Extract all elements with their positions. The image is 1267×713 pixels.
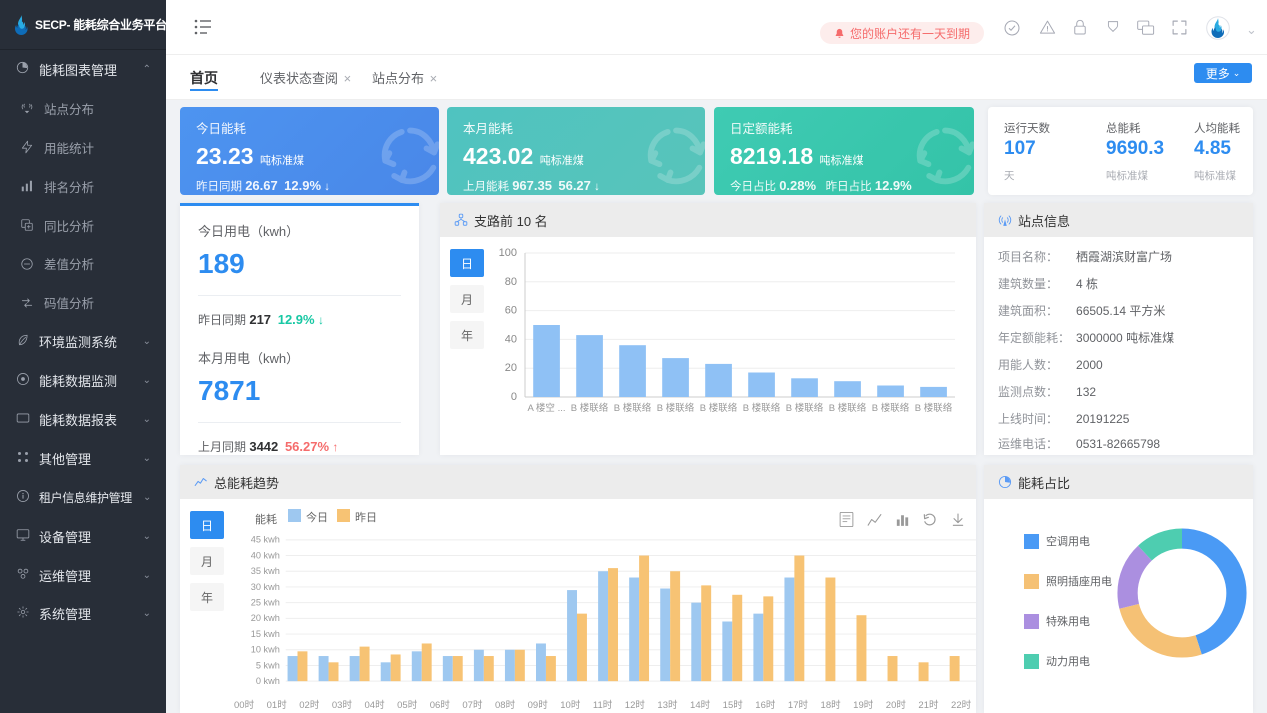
svg-text:30 kwh: 30 kwh [251, 582, 280, 592]
svg-text:40: 40 [505, 333, 517, 345]
svg-text:25 kwh: 25 kwh [251, 598, 280, 608]
svg-text:100: 100 [499, 247, 517, 259]
svg-text:0 kwh: 0 kwh [256, 676, 280, 686]
svg-text:B 楼联络: B 楼联络 [657, 402, 695, 414]
svg-text:0: 0 [511, 391, 517, 403]
svg-text:B 楼联络: B 楼联络 [829, 402, 867, 414]
svg-text:15 kwh: 15 kwh [251, 629, 280, 639]
svg-text:A 楼空 ...: A 楼空 ... [527, 402, 565, 414]
svg-text:10 kwh: 10 kwh [251, 645, 280, 655]
svg-text:80: 80 [505, 276, 517, 288]
svg-text:B 楼联络: B 楼联络 [872, 402, 910, 414]
svg-text:B 楼联络: B 楼联络 [915, 402, 953, 414]
svg-text:40 kwh: 40 kwh [251, 550, 280, 560]
svg-text:35 kwh: 35 kwh [251, 566, 280, 576]
svg-text:20: 20 [505, 362, 517, 374]
svg-text:B 楼联络: B 楼联络 [743, 402, 781, 414]
svg-text:B 楼联络: B 楼联络 [571, 402, 609, 414]
svg-text:20 kwh: 20 kwh [251, 613, 280, 623]
svg-text:45 kwh: 45 kwh [251, 535, 280, 545]
svg-text:B 楼联络: B 楼联络 [614, 402, 652, 414]
svg-text:60: 60 [505, 305, 517, 317]
svg-text:5 kwh: 5 kwh [256, 660, 280, 670]
svg-text:B 楼联络: B 楼联络 [786, 402, 824, 414]
svg-text:B 楼联络: B 楼联络 [700, 402, 738, 414]
